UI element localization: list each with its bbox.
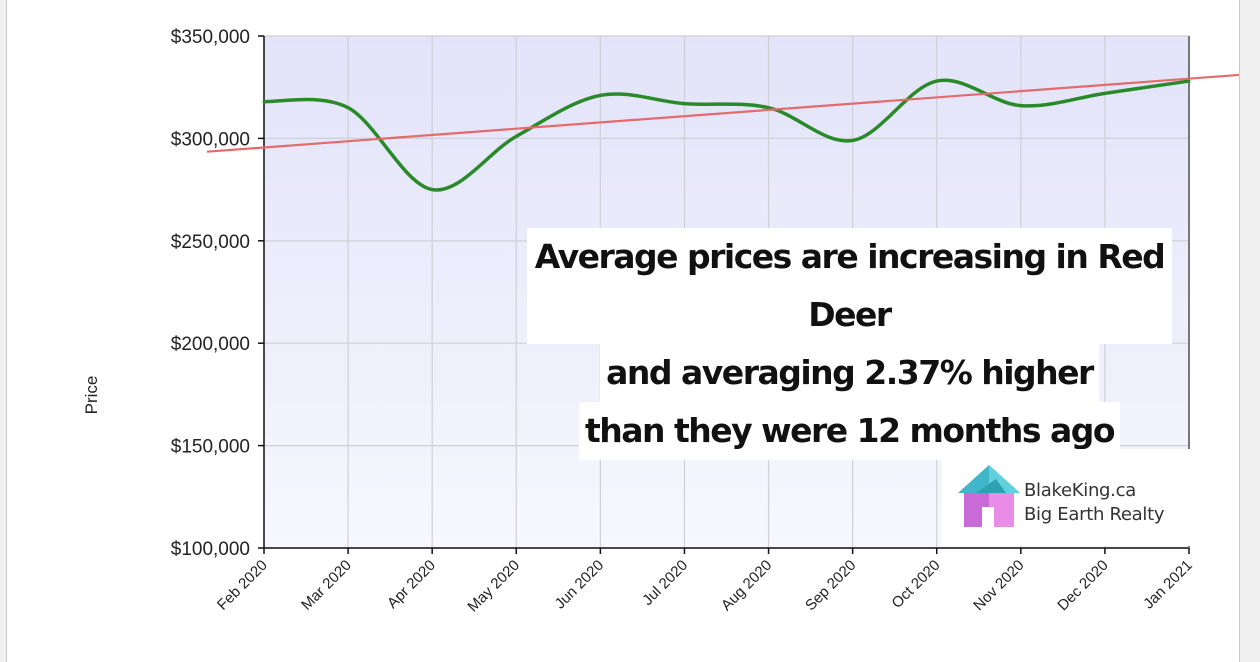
data-point	[1187, 79, 1191, 83]
x-tick-label: Feb 2020	[214, 557, 271, 614]
y-tick-label: $300,000	[171, 129, 250, 150]
data-point	[682, 102, 686, 106]
y-axis-title: Price	[82, 376, 101, 415]
logo-line-2: Big Earth Realty	[1024, 504, 1165, 525]
logo-line-1: BlakeKing.ca	[1024, 480, 1136, 501]
y-tick-label: $100,000	[171, 539, 250, 560]
y-tick-label: $250,000	[171, 232, 250, 253]
x-tick-label: Nov 2020	[970, 557, 1027, 614]
data-point	[598, 93, 602, 97]
x-tick-label: Apr 2020	[384, 557, 439, 612]
data-point	[935, 79, 939, 83]
x-tick-label: Sep 2020	[802, 557, 859, 614]
x-tick-label: Jun 2020	[552, 557, 608, 613]
x-tick-label: Dec 2020	[1054, 557, 1111, 614]
annotation-line-2: and averaging 2.37% higher	[600, 344, 1099, 402]
x-tick-label: Mar 2020	[298, 557, 355, 614]
data-point	[851, 138, 855, 142]
logo-text: BlakeKing.ca Big Earth Realty	[1024, 479, 1165, 527]
house-icon	[958, 465, 1020, 527]
data-point	[1103, 91, 1107, 95]
data-point	[514, 134, 518, 138]
x-tick-label: May 2020	[464, 557, 523, 616]
annotation-text: Average prices are increasing in Red Dee…	[527, 228, 1172, 460]
x-tick-label: Jan 2021	[1140, 557, 1196, 613]
data-point	[346, 106, 350, 110]
y-tick-label: $150,000	[171, 437, 250, 458]
data-point	[1019, 104, 1023, 108]
data-point	[767, 106, 771, 110]
y-tick-label: $200,000	[171, 334, 250, 355]
chart-frame: $350,000 $300,000 $250,000 $200,000 $150,000…	[6, 0, 1240, 662]
y-tick-label: $350,000	[171, 27, 250, 48]
x-tick-label: Oct 2020	[888, 557, 943, 612]
annotation-line-1: Average prices are increasing in Red Dee…	[527, 228, 1172, 344]
data-point	[262, 100, 266, 104]
brand-logo: BlakeKing.ca Big Earth Realty	[942, 449, 1196, 546]
data-point	[430, 188, 434, 192]
series-line	[263, 78, 1190, 192]
trend-line	[206, 73, 1239, 153]
x-tick-label: Aug 2020	[718, 557, 775, 614]
x-tick-label: Jul 2020	[639, 557, 691, 609]
